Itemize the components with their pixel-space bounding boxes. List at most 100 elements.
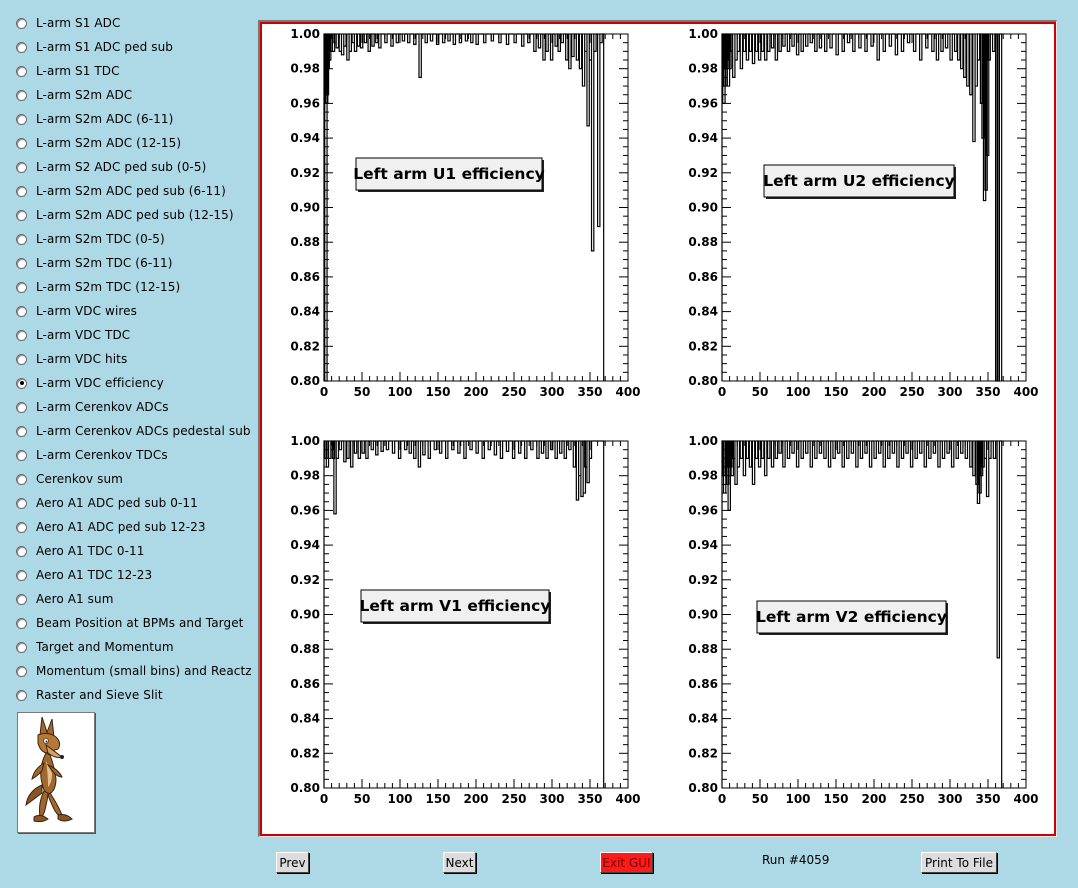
sidebar-item-2[interactable]: L-arm S1 TDC: [16, 61, 120, 81]
radio-button[interactable]: [16, 209, 27, 221]
sidebar-item-10[interactable]: L-arm S2m TDC (6-11): [16, 253, 173, 273]
radio-button[interactable]: [16, 185, 27, 197]
sidebar-item-0[interactable]: L-arm S1 ADC: [16, 13, 120, 33]
radio-button[interactable]: [16, 89, 27, 101]
sidebar-item-12[interactable]: L-arm VDC wires: [16, 301, 137, 321]
radio-button[interactable]: [16, 305, 27, 317]
next-button[interactable]: Next: [443, 852, 476, 873]
y-tick-label: 0.92: [290, 166, 320, 180]
radio-button[interactable]: [16, 329, 27, 341]
radio-button[interactable]: [16, 137, 27, 149]
sidebar-item-3[interactable]: L-arm S2m ADC: [16, 85, 132, 105]
radio-button[interactable]: [16, 161, 27, 173]
title-box-background: [763, 164, 955, 198]
y-tick-label: 0.94: [688, 131, 718, 145]
sidebar-item-27[interactable]: Momentum (small bins) and Reactz: [16, 661, 252, 681]
radio-button[interactable]: [16, 65, 27, 77]
y-tick-label: 0.88: [688, 642, 718, 656]
efficiency-plot-0[interactable]: 0.80 0.82 0.84 0.86 0.88 0.90 0.92 0.94 0.96 0.98…: [290, 27, 640, 399]
plot-title: Left arm V1 efficiency: [360, 597, 551, 615]
title-box-background: [756, 600, 947, 634]
radio-button[interactable]: [16, 497, 27, 509]
sidebar-item-8[interactable]: L-arm S2m ADC ped sub (12-15): [16, 205, 234, 225]
x-tick-label: 400: [615, 792, 640, 806]
radio-button[interactable]: [16, 641, 27, 653]
x-tick-label: 400: [615, 385, 640, 399]
x-tick-label: 150: [823, 792, 848, 806]
plot-title-box: Left arm U2 efficiency: [763, 164, 956, 199]
plot-title-box: Left arm U1 efficiency: [353, 157, 545, 192]
sidebar-item-label: Aero A1 sum: [36, 592, 114, 606]
sidebar-item-7[interactable]: L-arm S2m ADC ped sub (6-11): [16, 181, 226, 201]
sidebar-item-28[interactable]: Raster and Sieve Slit: [16, 685, 163, 705]
radio-button[interactable]: [16, 113, 27, 125]
y-tick-label: 0.84: [688, 712, 718, 726]
sidebar-item-label: L-arm VDC hits: [36, 352, 128, 366]
sidebar-item-22[interactable]: Aero A1 TDC 0-11: [16, 541, 144, 561]
sidebar-item-16[interactable]: L-arm Cerenkov ADCs: [16, 397, 169, 417]
radio-button[interactable]: [16, 17, 27, 29]
radio-button-selected[interactable]: [16, 377, 27, 389]
x-tick-label: 50: [752, 385, 769, 399]
sidebar-item-15[interactable]: L-arm VDC efficiency: [16, 373, 164, 393]
sidebar-item-23[interactable]: Aero A1 TDC 12-23: [16, 565, 152, 585]
sidebar-item-17[interactable]: L-arm Cerenkov ADCs pedestal sub: [16, 421, 251, 441]
radio-button[interactable]: [16, 689, 27, 701]
histogram-line: [721, 33, 1003, 382]
x-tick-label: 350: [577, 792, 602, 806]
plot-canvas-border: [260, 22, 1056, 836]
sidebar-item-11[interactable]: L-arm S2m TDC (12-15): [16, 277, 180, 297]
y-tick-label: 0.84: [290, 305, 320, 319]
radio-button[interactable]: [16, 545, 27, 557]
print-to-file-button[interactable]: Print To File: [921, 852, 997, 873]
sidebar-item-label: L-arm S2m ADC: [36, 88, 133, 102]
radio-button[interactable]: [16, 569, 27, 581]
plot-canvas[interactable]: 0.80 0.82 0.84 0.86 0.88 0.90 0.92 0.94 0.96 0.98…: [258, 20, 1057, 837]
efficiency-plot-2[interactable]: 0.80 0.82 0.84 0.86 0.88 0.90 0.92 0.94 0.96 0.98…: [290, 434, 640, 806]
radio-button[interactable]: [16, 617, 27, 629]
sidebar-item-24[interactable]: Aero A1 sum: [16, 589, 114, 609]
sidebar-item-19[interactable]: Cerenkov sum: [16, 469, 123, 489]
radio-button[interactable]: [16, 593, 27, 605]
radio-button[interactable]: [16, 233, 27, 245]
exit-gui-button[interactable]: Exit GUI: [600, 852, 653, 873]
sidebar-item-4[interactable]: L-arm S2m ADC (6-11): [16, 109, 173, 129]
sidebar-item-21[interactable]: Aero A1 ADC ped sub 12-23: [16, 517, 206, 537]
sidebar-item-label: L-arm S2m TDC (12-15): [36, 280, 181, 294]
sidebar-item-13[interactable]: L-arm VDC TDC: [16, 325, 130, 345]
sidebar-item-label: L-arm S2m ADC ped sub (12-15): [36, 208, 234, 222]
radio-button[interactable]: [16, 401, 27, 413]
sidebar-item-label: L-arm S2m TDC (0-5): [36, 232, 165, 246]
y-tick-label: 0.86: [290, 270, 320, 284]
efficiency-plot-3[interactable]: 0.80 0.82 0.84 0.86 0.88 0.90 0.92 0.94 0.96 0.98…: [688, 434, 1038, 806]
radio-button[interactable]: [16, 257, 27, 269]
radio-button[interactable]: [16, 41, 27, 53]
prev-button[interactable]: Prev: [276, 852, 309, 873]
radio-button[interactable]: [16, 665, 27, 677]
sidebar-item-14[interactable]: L-arm VDC hits: [16, 349, 127, 369]
sidebar-item-1[interactable]: L-arm S1 ADC ped sub: [16, 37, 173, 57]
sidebar-item-25[interactable]: Beam Position at BPMs and Target: [16, 613, 244, 633]
sidebar-item-26[interactable]: Target and Momentum: [16, 637, 174, 657]
y-tick-label: 0.98: [688, 62, 718, 76]
y-tick-label: 0.96: [290, 96, 320, 110]
sidebar-item-9[interactable]: L-arm S2m TDC (0-5): [16, 229, 165, 249]
radio-button[interactable]: [16, 521, 27, 533]
efficiency-plot-1[interactable]: 0.80 0.82 0.84 0.86 0.88 0.90 0.92 0.94 0.96 0.98…: [688, 27, 1038, 399]
sidebar-item-20[interactable]: Aero A1 ADC ped sub 0-11: [16, 493, 198, 513]
radio-button[interactable]: [16, 449, 27, 461]
x-tick-label: 50: [752, 792, 769, 806]
sidebar-item-label: L-arm Cerenkov ADCs: [36, 400, 169, 414]
sidebar-item-5[interactable]: L-arm S2m ADC (12-15): [16, 133, 181, 153]
sidebar-item-label: Aero A1 ADC ped sub 12-23: [36, 520, 206, 534]
radio-button[interactable]: [16, 353, 27, 365]
sidebar-item-label: Beam Position at BPMs and Target: [36, 616, 244, 630]
radio-button[interactable]: [16, 425, 27, 437]
radio-button[interactable]: [16, 281, 27, 293]
sidebar-item-6[interactable]: L-arm S2 ADC ped sub (0-5): [16, 157, 206, 177]
y-tick-label: 0.88: [688, 235, 718, 249]
y-tick-label: 1.00: [290, 27, 320, 41]
radio-button[interactable]: [16, 473, 27, 485]
x-tick-label: 300: [539, 792, 564, 806]
sidebar-item-18[interactable]: L-arm Cerenkov TDCs: [16, 445, 168, 465]
